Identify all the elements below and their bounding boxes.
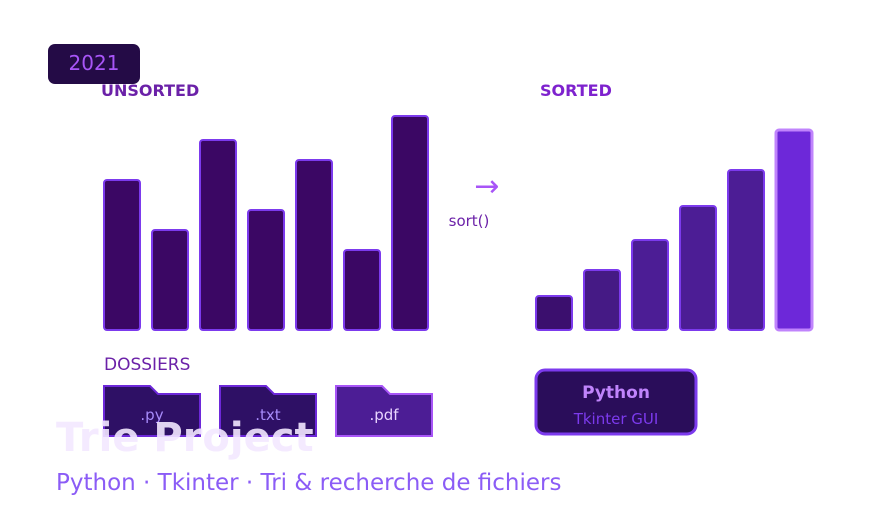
- folder: [335, 385, 433, 437]
- bar: [774, 128, 814, 332]
- bar: [631, 239, 669, 331]
- sort-call: sort(): [449, 212, 490, 230]
- folders-title: DOSSIERS: [104, 355, 190, 375]
- folder-label: .py: [140, 406, 163, 424]
- year-badge: [48, 44, 140, 84]
- unsorted-label: UNSORTED: [101, 81, 199, 100]
- folder-label: .txt: [255, 406, 281, 424]
- bar: [391, 115, 429, 331]
- bar: [247, 209, 285, 331]
- bar: [343, 249, 381, 331]
- bar: [151, 229, 189, 331]
- folder: [103, 385, 201, 437]
- bar: [583, 269, 621, 331]
- title: Trie Project: [56, 415, 314, 461]
- tech-title: Python: [582, 383, 650, 403]
- tech-subtitle: Tkinter GUI: [573, 410, 659, 428]
- subtitle: Python · Tkinter · Tri & recherche de fi…: [56, 470, 561, 496]
- tech-box: [534, 368, 698, 436]
- bar: [295, 159, 333, 331]
- sorted-label: SORTED: [540, 81, 612, 100]
- folder-label: .pdf: [369, 406, 399, 424]
- arrow: →: [474, 169, 499, 204]
- bar: [199, 139, 237, 331]
- unsorted-bars: [103, 115, 429, 331]
- year: 2021: [69, 51, 120, 75]
- bar: [103, 179, 141, 331]
- folder: [219, 385, 317, 437]
- bar: [727, 169, 765, 331]
- sorted-bars: [535, 128, 814, 332]
- bar: [679, 205, 717, 331]
- bar: [535, 295, 573, 331]
